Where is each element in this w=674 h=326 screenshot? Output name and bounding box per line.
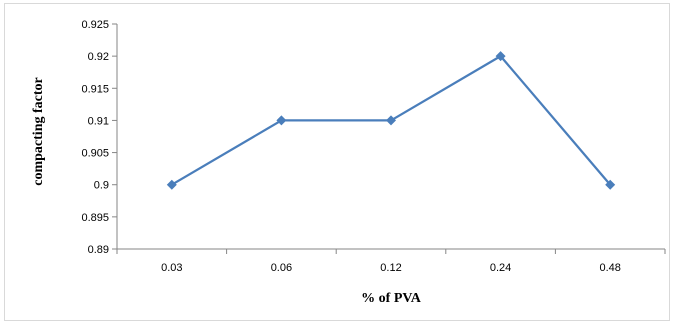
y-tick-label: 0.895 — [81, 212, 109, 224]
y-axis-title: compacting factor — [31, 77, 46, 185]
x-tick-label: 0.06 — [271, 262, 292, 274]
data-point-marker — [386, 115, 396, 126]
data-point-marker — [605, 179, 616, 190]
y-tick-label: 0.89 — [88, 244, 109, 256]
y-tick-label: 0.9 — [94, 180, 109, 192]
x-tick-label: 0.24 — [490, 262, 511, 274]
y-axis-ticks: 0.89 0.895 0.9 0.905 0.91 0.915 0.92 0.925 — [81, 19, 117, 256]
y-tick-label: 0.92 — [88, 51, 109, 63]
data-point-marker — [166, 179, 177, 190]
data-point-marker — [276, 115, 287, 126]
x-axis-title: % of PVA — [361, 291, 422, 306]
x-tick-label: 0.03 — [161, 262, 182, 274]
y-tick-label: 0.91 — [88, 115, 109, 127]
x-axis-ticks: 0.03 0.06 0.12 0.24 0.48 — [116, 249, 666, 274]
y-tick-label: 0.925 — [81, 19, 109, 31]
data-points — [166, 51, 616, 190]
y-tick-label: 0.905 — [81, 148, 109, 160]
x-tick-label: 0.48 — [599, 262, 620, 274]
data-point-marker — [495, 51, 506, 62]
y-tick-label: 0.915 — [81, 83, 109, 95]
x-tick-label: 0.12 — [380, 262, 401, 274]
